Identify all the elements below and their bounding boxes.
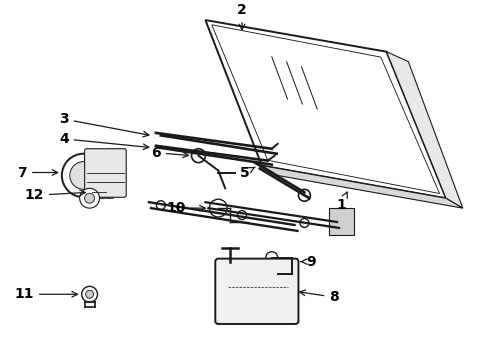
Text: 1: 1 [336,192,347,212]
FancyBboxPatch shape [215,258,298,324]
Circle shape [82,286,98,302]
Text: 12: 12 [24,188,85,202]
Polygon shape [262,166,463,208]
Text: 10: 10 [166,201,205,215]
Circle shape [238,211,246,220]
Text: 4: 4 [59,132,149,149]
Circle shape [80,188,99,208]
Polygon shape [387,52,463,208]
Text: 8: 8 [299,290,339,304]
Circle shape [192,149,205,163]
Circle shape [70,162,98,189]
Text: 5: 5 [240,166,255,180]
Circle shape [300,219,309,228]
Circle shape [266,252,278,264]
Circle shape [330,221,339,229]
Circle shape [62,154,105,197]
Circle shape [86,290,94,298]
Text: 3: 3 [59,112,149,137]
Circle shape [156,201,165,210]
Circle shape [85,193,95,203]
Text: 2: 2 [237,3,247,30]
Text: 11: 11 [15,287,77,301]
Circle shape [298,189,310,201]
Polygon shape [329,208,354,235]
Text: 6: 6 [151,146,188,160]
Text: 9: 9 [301,255,316,269]
Text: 7: 7 [18,166,58,180]
FancyBboxPatch shape [85,149,126,197]
Circle shape [209,199,227,217]
Polygon shape [92,183,113,198]
